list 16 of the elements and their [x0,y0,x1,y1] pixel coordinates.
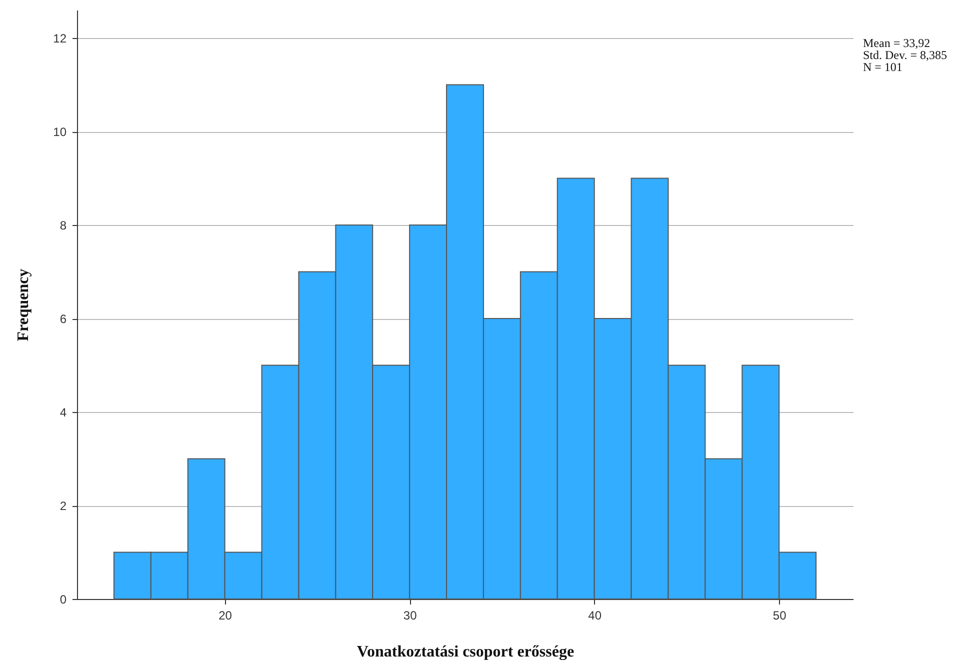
y-tick-label: 6 [60,312,67,326]
x-tick-label: 30 [403,608,418,622]
x-tick-label: 20 [218,608,232,622]
y-axis-title: Frequency [15,268,32,342]
y-tick-label: 10 [53,125,67,140]
text: N = 101 [863,60,902,74]
x-tick-label: 50 [772,608,787,622]
x-axis-title: Vonatkoztatási csoport erőssége [356,644,574,660]
x-tick-label: 40 [588,608,602,622]
y-tick-label: 8 [60,218,67,233]
text: Std. Dev. = 8,385 [863,48,947,62]
y-tick-label: 4 [60,406,67,420]
y-tick-label: 12 [53,32,67,46]
y-tick-label: 2 [60,499,67,514]
text: Mean = 33,92 [863,36,930,50]
y-tick-label: 0 [60,592,67,606]
